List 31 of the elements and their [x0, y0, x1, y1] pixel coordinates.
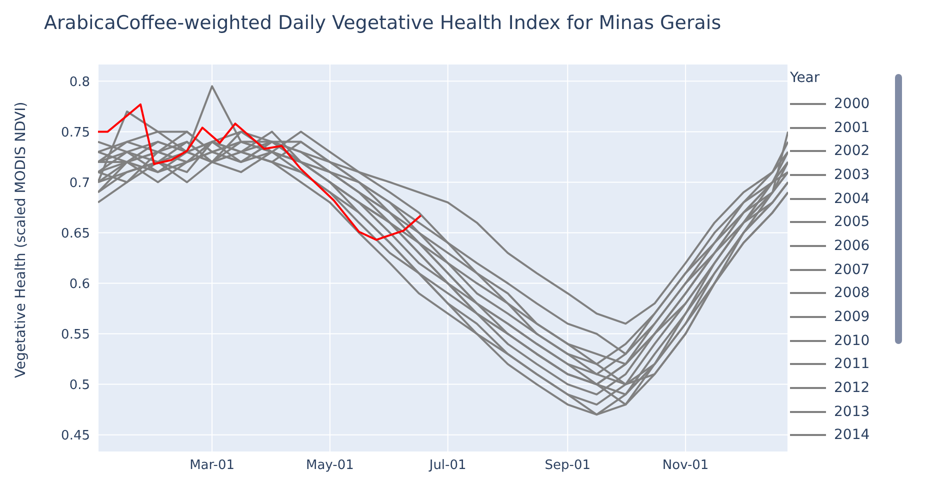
legend-label: 2006 [834, 238, 870, 254]
legend-label: 2010 [834, 332, 870, 349]
legend-label: 2003 [834, 166, 870, 183]
y-tick-label: 0.7 [69, 176, 90, 191]
legend-label: 2000 [834, 96, 870, 112]
y-tick-label: 0.5 [69, 378, 90, 393]
y-axis-title: Vegetative Health (scaled MODIS NDVI) [12, 102, 29, 378]
legend-label: 2007 [834, 262, 870, 278]
legend-title: Year [790, 70, 821, 88]
y-tick-label: 0.6 [69, 276, 90, 292]
legend-label: 2008 [834, 285, 870, 302]
x-tick-label: Mar-01 [190, 458, 234, 474]
x-tick-label: Jul-01 [428, 458, 466, 474]
chart-title: ArabicaCoffee-weighted Daily Vegetative Health Index for Minas Gerais [44, 12, 722, 34]
y-tick-label: 0.75 [61, 125, 90, 140]
legend-label: 2012 [834, 380, 870, 396]
x-tick-label: Sep-01 [544, 458, 591, 474]
legend-label: 2005 [834, 214, 870, 230]
legend-label: 2002 [834, 143, 870, 160]
y-tick-label: 0.45 [61, 428, 90, 444]
x-tick-label: May-01 [306, 458, 354, 474]
legend-label: 2013 [834, 404, 870, 420]
legend-label: 2014 [834, 427, 870, 444]
y-tick-label: 0.55 [61, 327, 90, 342]
legend-label: 2004 [834, 190, 870, 207]
y-tick-label: 0.65 [61, 226, 90, 242]
legend-label: 2011 [834, 356, 870, 372]
y-tick-label: 0.8 [69, 74, 90, 90]
legend-label: 2009 [834, 309, 870, 326]
x-tick-label: Nov-01 [662, 458, 709, 474]
legend-label: 2001 [834, 120, 870, 136]
